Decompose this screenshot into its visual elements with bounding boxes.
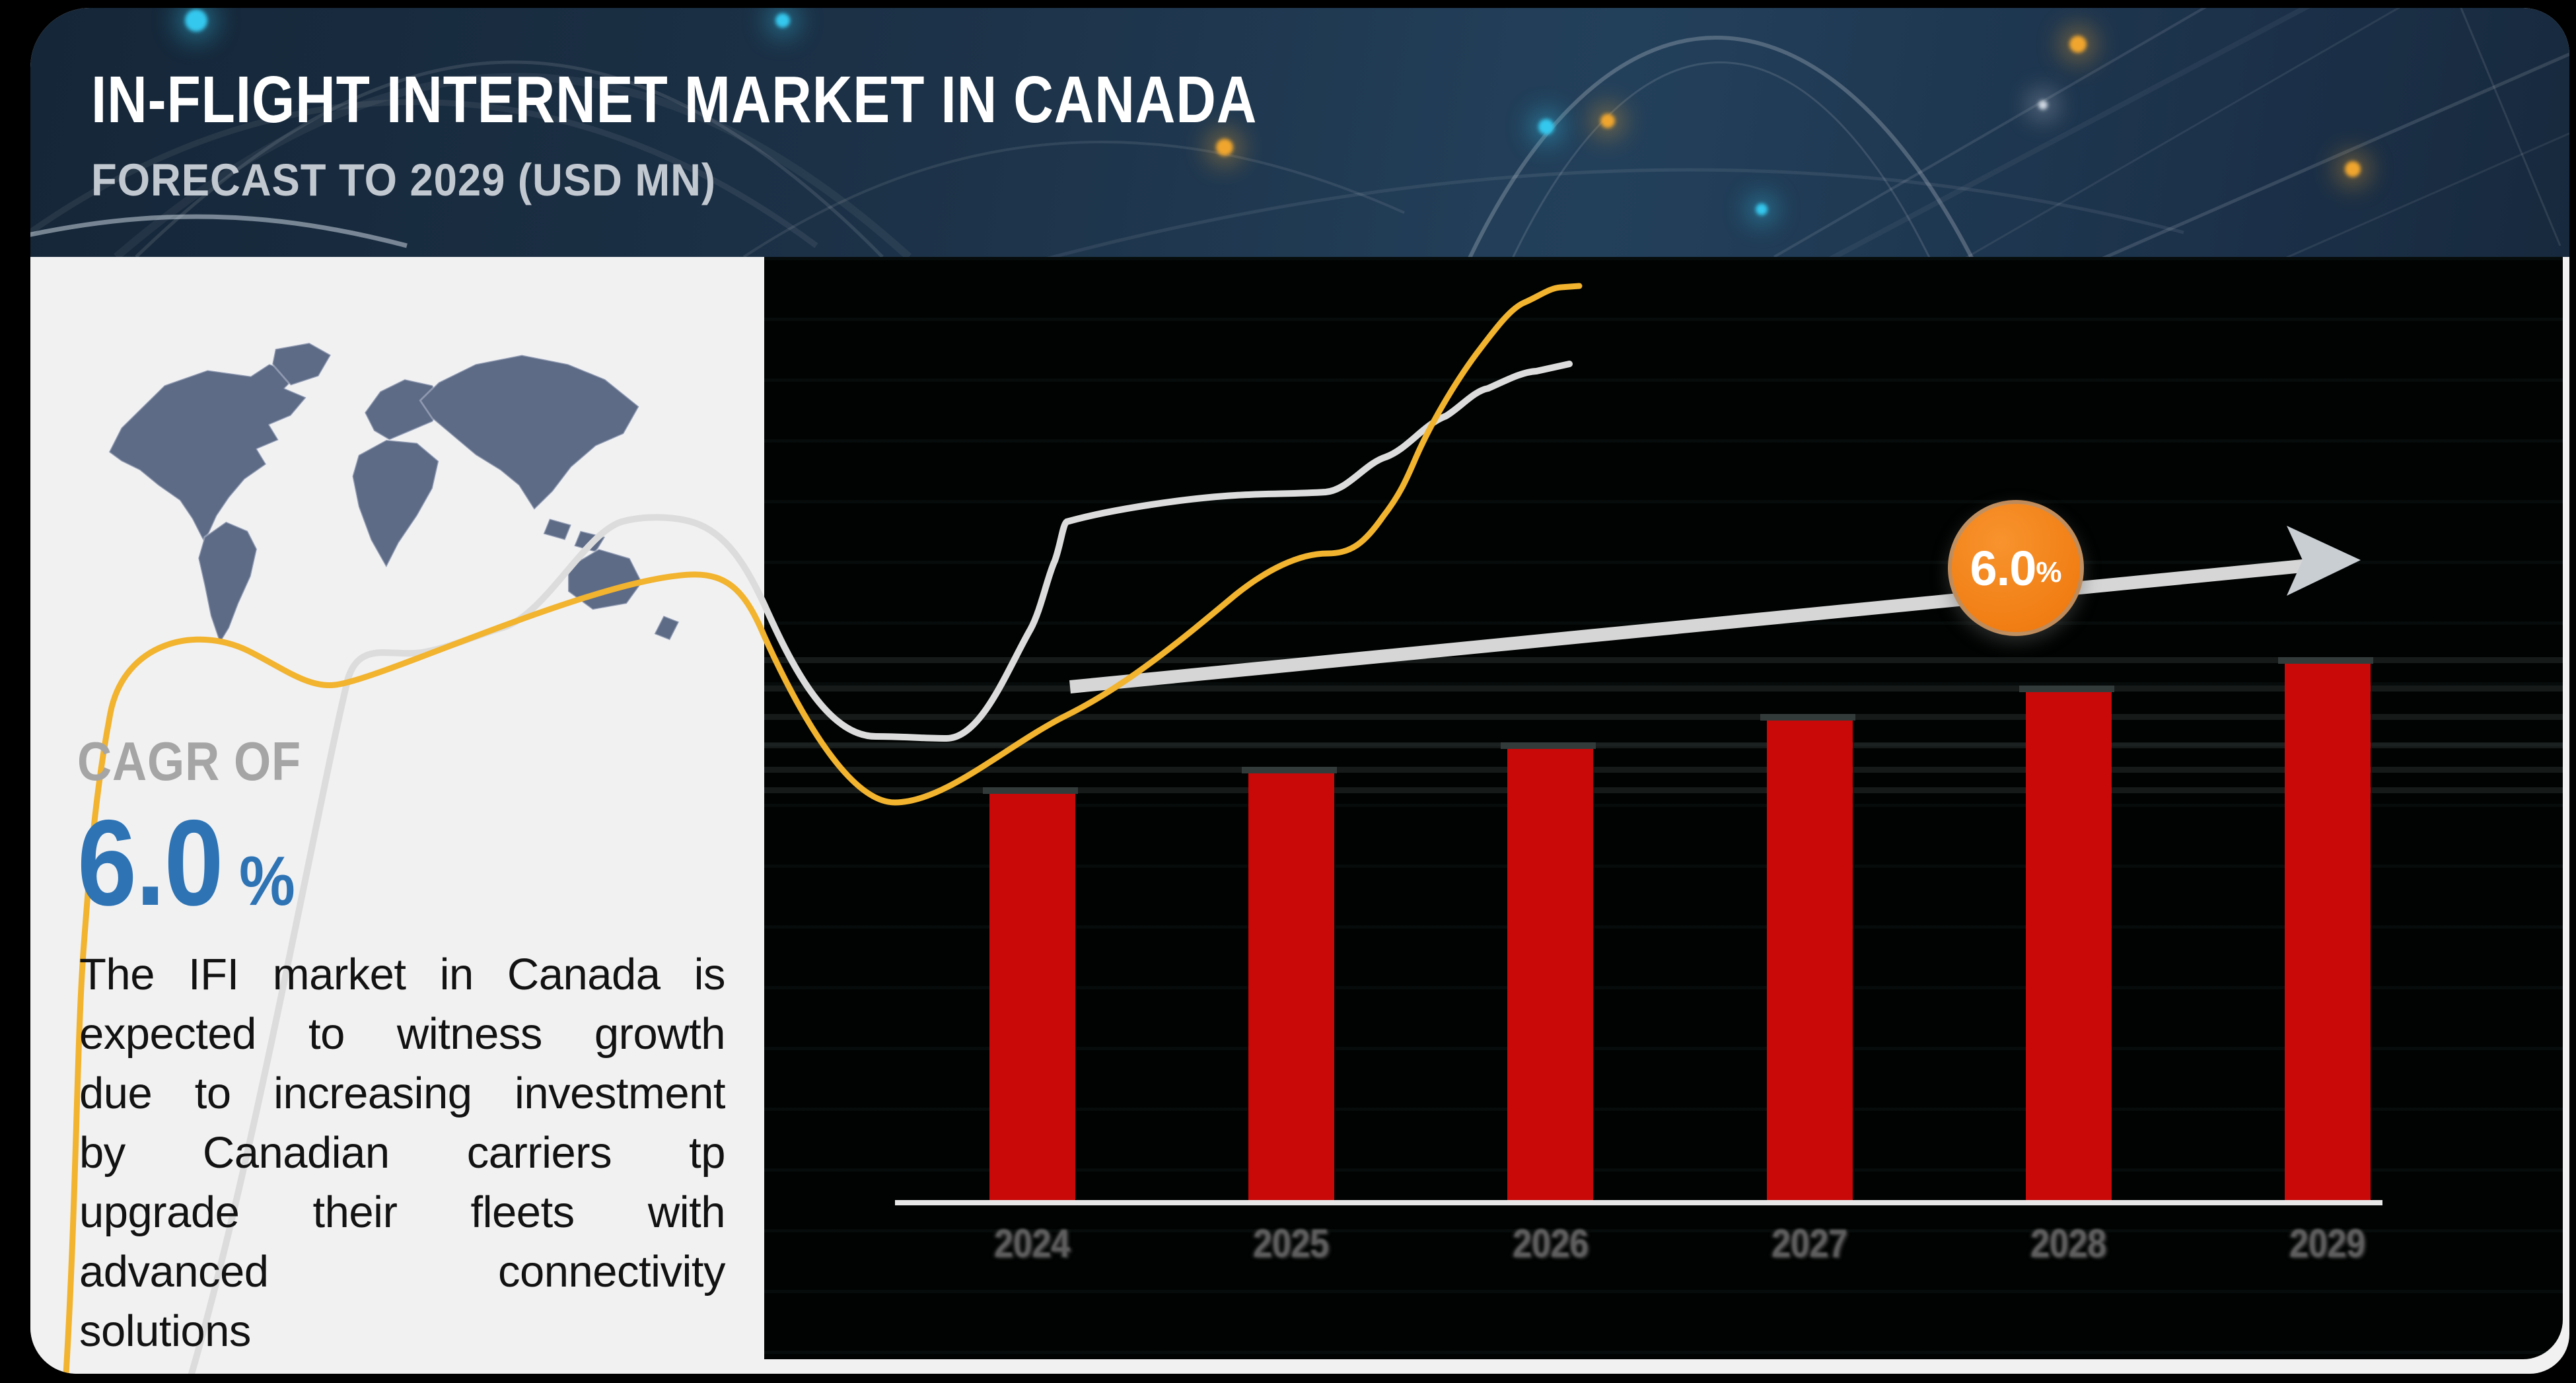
bar-cap [2278, 657, 2373, 664]
x-axis-label-2027: 2027 [1771, 1221, 1847, 1265]
bar-top-shadow-band [764, 767, 2563, 773]
glow-orange-dot [1216, 139, 1233, 156]
cagr-value: 6.0 [77, 795, 224, 931]
map-south-america [197, 520, 258, 645]
callout-percent-sign: % [2036, 556, 2062, 588]
bar-top-shadow-band [764, 787, 2563, 793]
x-axis [895, 1200, 2382, 1205]
bar-cap [983, 787, 1078, 794]
x-axis-label-2028: 2028 [2030, 1221, 2107, 1265]
bar-chart: 2024 2025 2026 2027 2028 2029 [764, 257, 2563, 1359]
x-axis-label-2026: 2026 [1512, 1221, 1589, 1265]
x-axis-label-2025: 2025 [1253, 1221, 1330, 1265]
bar-cap [1760, 714, 1855, 721]
cagr-label: CAGR OF [77, 730, 302, 792]
page-subtitle: FORECAST TO 2029 (USD MN) [91, 138, 1480, 206]
x-axis-label-2024: 2024 [994, 1221, 1071, 1265]
glow-orange-dot [2345, 161, 2361, 177]
bar-top-shadow-band [764, 742, 2563, 748]
bar-2025 [1242, 767, 1338, 1200]
callout-value: 6.0 [1970, 540, 2037, 596]
infographic-canvas: IN-FLIGHT INTERNET MARKET IN CANADA FORE… [30, 8, 2569, 1374]
bar-2027 [1760, 714, 1855, 1200]
glow-cyan-dot [185, 9, 207, 32]
description-line: upgrade their fleets with [79, 1188, 726, 1237]
market-description: The IFI market in Canada is expected to w… [79, 945, 726, 1361]
map-north-america [108, 363, 307, 544]
summary-panel: CAGR OF 6.0% The IFI market in Canada is… [30, 257, 764, 1374]
bar-2024 [983, 787, 1078, 1200]
map-asia [419, 354, 640, 511]
bar-cap [2019, 686, 2114, 692]
description-line: The IFI market in Canada is [79, 950, 726, 999]
description-line: by Canadian carriers tp [79, 1128, 726, 1178]
bar-top-shadow-band [764, 714, 2563, 720]
bar-2028 [2019, 686, 2114, 1200]
glow-orange-dot [2069, 36, 2087, 53]
description-line: advanced connectivity [79, 1247, 726, 1296]
glow-cyan-dot [1756, 203, 1768, 215]
description-line: solutions [79, 1306, 251, 1356]
map-africa [351, 439, 440, 569]
bar-2026 [1501, 742, 1596, 1200]
glow-cyan-dot [775, 13, 790, 28]
glow-orange-dot [1600, 114, 1615, 128]
bar-2029 [2278, 657, 2373, 1200]
description-line: due to increasing investment [79, 1069, 726, 1118]
page-title-text: IN-FLIGHT INTERNET MARKET IN CANADA [91, 63, 1258, 137]
glow-white-dot [2038, 100, 2048, 110]
bar-cap [1242, 767, 1338, 773]
cagr-percent-sign: % [239, 842, 296, 920]
x-axis-label-2029: 2029 [2289, 1221, 2366, 1265]
map-australia [567, 548, 643, 611]
world-map-image [90, 337, 707, 670]
glow-cyan-dot [1538, 119, 1554, 135]
bar-cap [1501, 742, 1596, 749]
cagr-stat: 6.0% [77, 793, 301, 933]
header-band: IN-FLIGHT INTERNET MARKET IN CANADA FORE… [30, 8, 2569, 257]
growth-callout-badge: 6.0 % [1948, 500, 2084, 636]
description-line: expected to witness growth [79, 1009, 726, 1059]
map-islands [542, 518, 606, 553]
header-network-art [30, 8, 2569, 257]
map-new-zealand [653, 614, 680, 641]
page-title: IN-FLIGHT INTERNET MARKET IN CANADA [91, 62, 1480, 138]
page-subtitle-text: FORECAST TO 2029 (USD MN) [91, 155, 716, 205]
